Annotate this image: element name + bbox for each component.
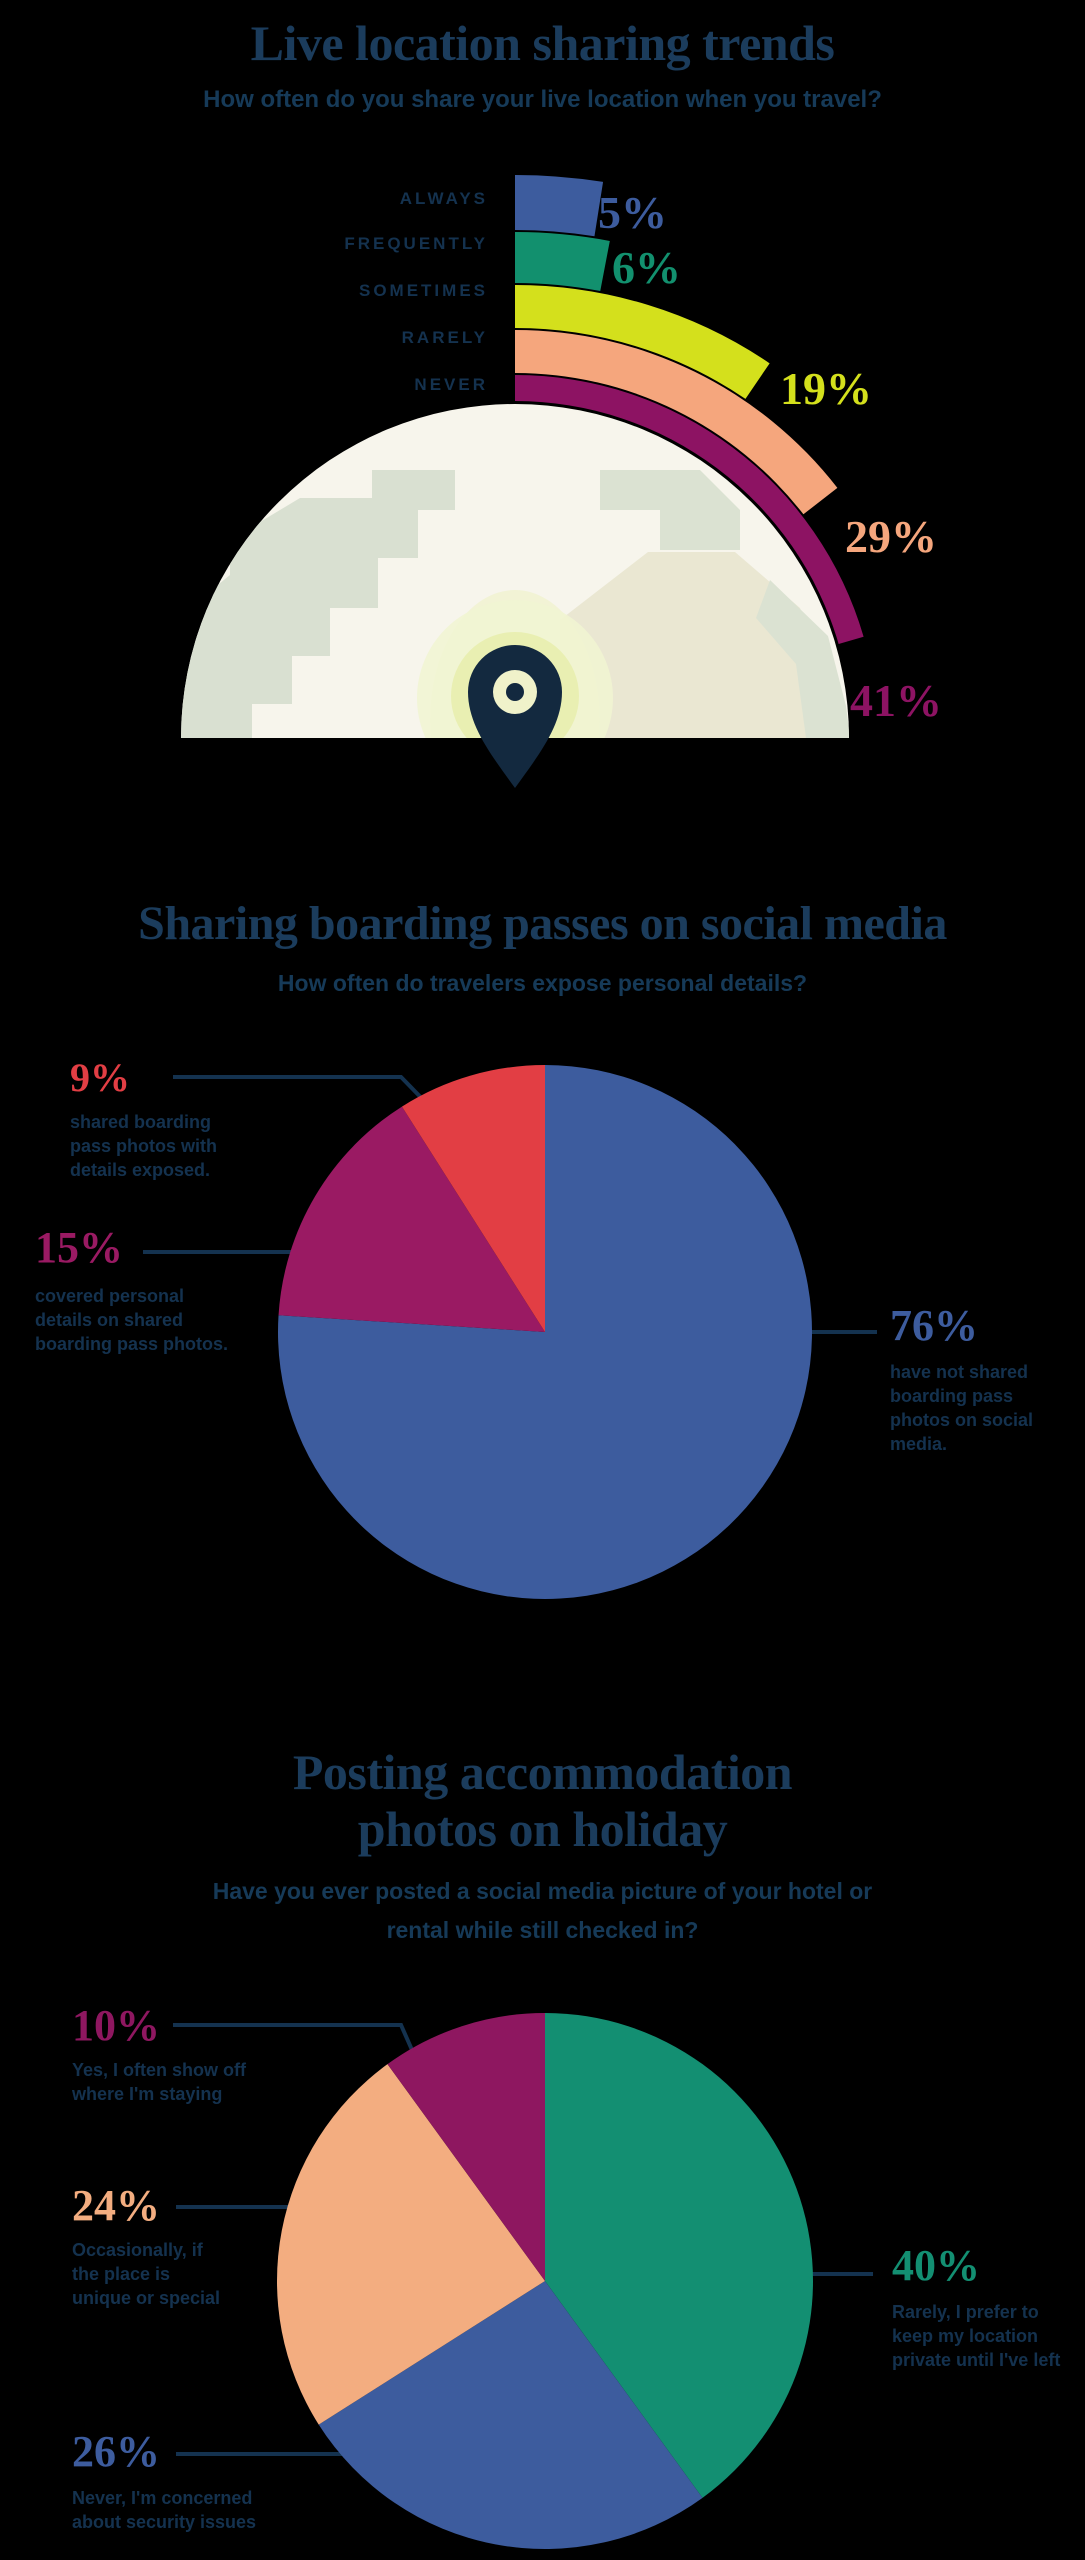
gauge-value-sometimes: 19%: [780, 363, 872, 414]
chart2-subtitle: How often do travelers expose personal d…: [277, 970, 808, 996]
pie-slice-40%: [545, 2013, 813, 2498]
radial-gauge-chart: [181, 175, 864, 788]
pie3-value-24pct: 24%: [72, 2181, 160, 2230]
leader-line-10pct: [173, 2023, 418, 2060]
globe-illustration: [181, 404, 849, 788]
pie2-value-76pct: 76%: [890, 1301, 978, 1350]
pie3-caption-26pct: Never, I'm concerned about security issu…: [72, 2488, 257, 2532]
pie3-caption-40pct: Rarely, I prefer to keep my location pri…: [892, 2302, 1061, 2370]
gauge-arc-never: [515, 375, 864, 644]
pie3-value-40pct: 40%: [892, 2241, 980, 2290]
gauge-value-always: 5%: [598, 187, 667, 238]
pie-slice-15%: [278, 1106, 545, 1332]
accommodation-pie-chart: [173, 2013, 873, 2549]
chart3-title: Posting accommodation photos on holiday: [292, 1744, 793, 1857]
boarding-pass-pie-chart: [143, 1065, 877, 1599]
gauge-arc-always: [515, 175, 604, 237]
gauge-label-always: ALWAYS: [399, 189, 488, 208]
pie3-value-26pct: 26%: [72, 2427, 160, 2476]
landmass-west: [181, 470, 455, 738]
pie-slice-24%: [276, 2064, 545, 2425]
gauge-arc-sometimes: [515, 285, 770, 399]
pie-slice-9%: [401, 1065, 545, 1332]
landmass-north-east: [600, 470, 740, 550]
pie2-caption-9pct: shared boarding pass photos with details…: [70, 1112, 218, 1180]
pie-slice-10%: [387, 2013, 545, 2281]
pie3-value-10pct: 10%: [72, 2001, 160, 2050]
chart2-title: Sharing boarding passes on social media: [138, 897, 947, 950]
gauge-value-rarely: 29%: [845, 511, 937, 562]
gauge-label-rarely: RARELY: [401, 328, 488, 347]
pie2-value-15pct: 15%: [35, 1223, 123, 1272]
gauge-arc-frequently: [515, 232, 610, 292]
pie3-caption-24pct: Occasionally, if the place is unique or …: [72, 2240, 221, 2308]
pie-slice-76%: [277, 1065, 812, 1599]
chart3-subtitle: Have you ever posted a social media pict…: [212, 1878, 873, 1943]
pie2-caption-15pct: covered personal details on shared board…: [35, 1286, 229, 1354]
gauge-arc-rarely: [515, 330, 838, 515]
gauge-label-frequently: FREQUENTLY: [344, 234, 488, 253]
location-pin-icon: [468, 645, 562, 788]
pie2-value-9pct: 9%: [70, 1055, 130, 1100]
landmass-far-east: [756, 580, 849, 738]
pie2-caption-76pct: have not shared boarding pass photos on …: [890, 1362, 1034, 1454]
leader-line-9pct: [173, 1075, 439, 1116]
gauge-value-frequently: 6%: [612, 242, 681, 293]
chart1-subtitle: How often do you share your live locatio…: [203, 86, 882, 113]
gauge-label-sometimes: SOMETIMES: [358, 281, 488, 300]
gauge-value-never: 41%: [850, 675, 942, 726]
pie-slice-26%: [318, 2281, 703, 2549]
chart1-title: Live location sharing trends: [250, 15, 835, 71]
gauge-label-never: NEVER: [414, 375, 488, 394]
pie3-caption-10pct: Yes, I often show off where I'm staying: [72, 2060, 247, 2104]
